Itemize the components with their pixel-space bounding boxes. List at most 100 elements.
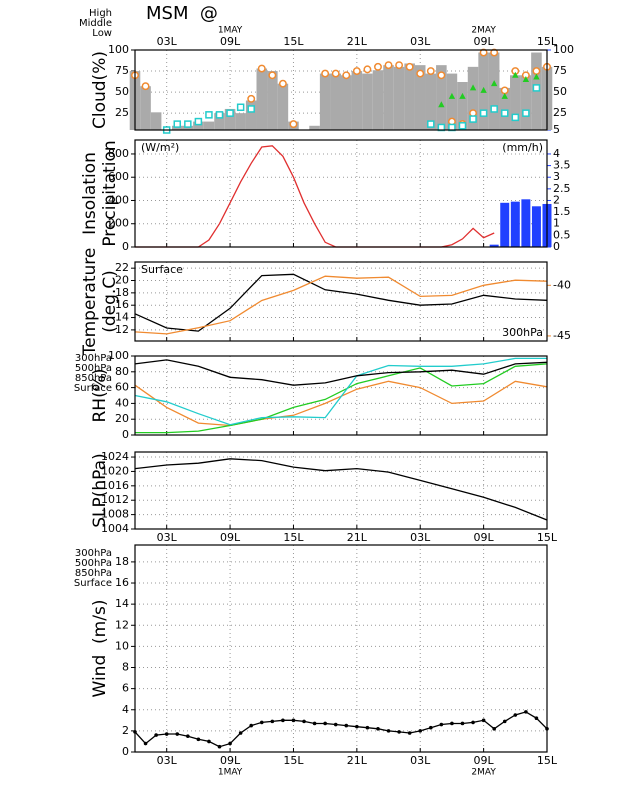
bar [446,73,458,130]
y-tick-label: 100 [108,43,129,56]
x-tick-label: 03L [410,531,431,544]
point [333,722,338,727]
legend-entry: Surface [74,578,112,589]
point [270,719,275,724]
y-tick-label: 1012 [101,493,129,506]
panel-frame [134,139,548,248]
y-tick-label: 100 [108,349,129,362]
x-tick-label: 21L [347,35,368,48]
y-unit: (W/m²) [141,141,179,154]
bar [362,73,373,130]
x-tick-label: 09L [220,35,241,48]
date-label: 1MAY [218,768,243,778]
y-tick-label: 8 [122,661,129,674]
panel-frame [134,451,548,530]
y-axis-label: (deg.C) [100,270,120,333]
y-tick-label: 20 [115,412,129,425]
marker [194,117,203,126]
title: MSM @ [146,3,218,24]
y2-tick-label: 0 [553,240,560,253]
y2-tick-label: 25 [553,106,567,119]
x-tick-label: 03L [157,531,178,544]
marker [289,120,298,129]
bar [520,75,532,130]
bar [193,121,204,130]
y-tick-label: 14 [115,311,129,324]
y2-tick-label: 3 [553,170,560,183]
bar [531,206,541,247]
marker [215,111,224,119]
marker [533,73,540,80]
point [386,729,391,733]
point [534,716,539,721]
legend-entry: Middle [79,18,112,29]
panel-frame [134,355,548,436]
point [418,729,423,733]
point [238,731,243,735]
y-tick-label: 1020 [101,464,129,477]
legend-entry: 500hPa [75,363,112,374]
marker [405,62,414,71]
series-line [134,711,548,748]
marker [426,67,435,76]
y-tick-label: 1008 [101,508,129,521]
marker [257,64,266,73]
y-tick-label: 10 [115,639,129,652]
bar [171,125,183,130]
x-tick-label: 03L [410,35,431,48]
bar [256,68,268,130]
y-tick-label: 12 [115,323,129,336]
marker [490,105,498,113]
point [249,723,254,728]
bar [510,201,520,247]
bar [150,112,162,130]
y-tick-label: 75 [115,64,129,77]
y-axis-label: RH(%) [90,368,110,422]
point [524,710,528,714]
y-tick-label: 40 [115,396,129,409]
bar [499,87,511,130]
point [312,721,317,726]
y-tick-label: 25 [115,106,129,119]
bar [140,86,151,130]
bar [425,73,437,130]
y-tick-label: 0 [122,745,129,758]
point [186,734,190,738]
bar [203,121,215,130]
marker [247,105,255,113]
bar [277,83,289,130]
point [291,718,296,723]
point [407,731,412,735]
marker [384,61,393,70]
bar [393,66,405,130]
marker [522,109,530,117]
y-tick-label: 14 [115,597,129,610]
series-line [135,363,548,434]
y-tick-label: 22 [115,261,129,274]
bar [341,75,352,130]
bar [510,75,521,130]
marker [141,82,150,91]
bar [404,63,415,131]
bar [319,73,331,130]
y-tick-label: 600 [108,170,129,183]
marker [532,84,541,92]
marker [490,80,498,87]
point [143,741,148,746]
y2-tick-label: 0.5 [553,228,571,241]
y2-tick-label: 2.5 [553,182,571,195]
point [344,723,349,728]
series-line [134,380,548,427]
x-tick-label: 03L [157,35,178,48]
series-label: 300hPa [502,326,543,339]
marker [395,61,404,70]
y-tick-label: 50 [115,85,129,98]
marker [479,109,488,117]
marker [469,115,477,123]
bar [457,82,468,130]
marker [458,122,467,130]
panel-frame [134,544,548,753]
x-tick-label: 09L [220,754,241,767]
x-tick-label: 15L [283,531,304,544]
